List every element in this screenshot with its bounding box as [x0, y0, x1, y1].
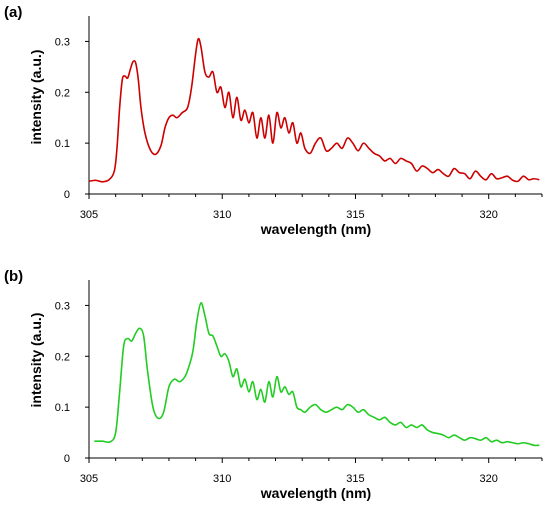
y-tick-label-b: 0 [64, 453, 70, 465]
x-tick-label-b: 315 [346, 473, 364, 485]
line-series-b [94, 302, 540, 447]
series-line-b [94, 302, 540, 447]
x-tick-label-a: 305 [80, 209, 98, 221]
x-tick-label-a: 315 [346, 209, 364, 221]
x-axis-label-a: wavelength (nm) [260, 221, 371, 237]
y-tick-label-a: 0 [64, 189, 70, 201]
y-axis-label-a: intensity (a.u.) [28, 50, 44, 145]
axes-a: 0 0.1 0.2 0.3 305 310 315 320 [55, 16, 543, 221]
y-tick-label-b: 0.1 [55, 402, 70, 414]
x-tick-label-a: 310 [213, 209, 231, 221]
x-tick-label-b: 310 [213, 473, 231, 485]
x-axis-label-b: wavelength (nm) [260, 485, 371, 501]
series-line-a [88, 37, 540, 183]
y-tick-label-a: 0.1 [55, 138, 70, 150]
chart-panel-a: (a) intensity (a.u.) wavelength (nm) 0 0.… [4, 4, 543, 237]
line-series-a [88, 37, 540, 183]
y-tick-label-b: 0.2 [55, 351, 70, 363]
chart-panel-b: (b) intensity (a.u.) wavelength (nm) 0 0.… [4, 268, 543, 501]
x-tick-label-b: 305 [80, 473, 98, 485]
y-tick-label-a: 0.2 [55, 87, 70, 99]
panel-label-a: (a) [4, 4, 22, 21]
y-tick-label-a: 0.3 [55, 36, 70, 48]
panel-label-b: (b) [4, 268, 23, 285]
x-tick-label-b: 320 [480, 473, 498, 485]
y-axis-label-b: intensity (a.u.) [28, 313, 44, 408]
x-tick-label-a: 320 [480, 209, 498, 221]
axes-b: 0 0.1 0.2 0.3 305 310 315 320 [55, 280, 543, 485]
y-tick-label-b: 0.3 [55, 300, 70, 312]
